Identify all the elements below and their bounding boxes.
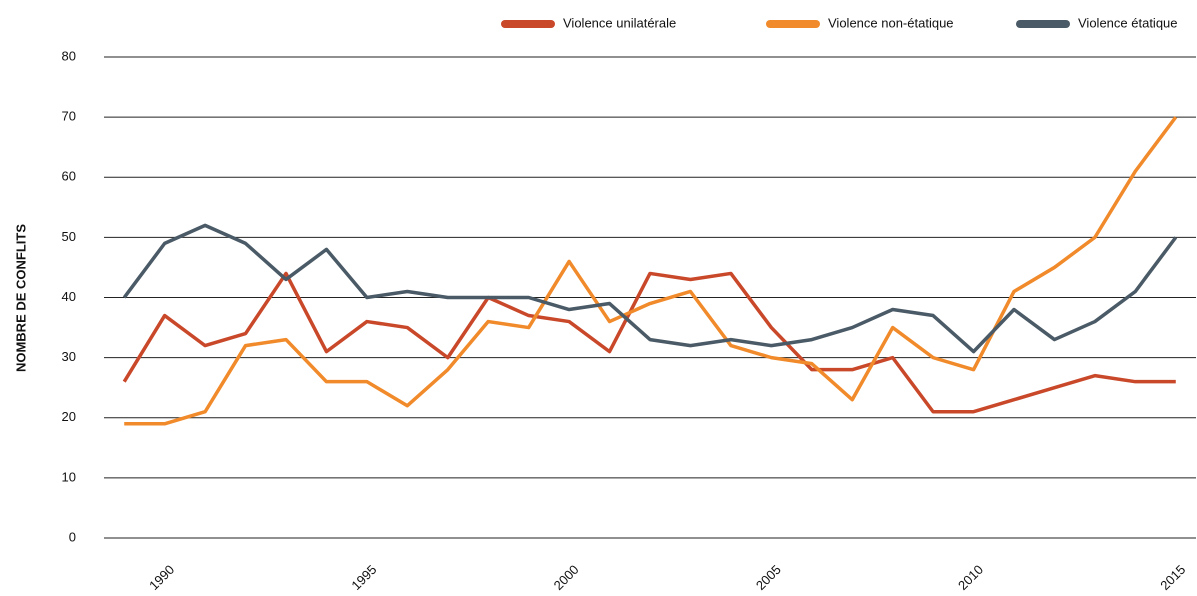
legend-label: Violence étatique [1078,15,1178,30]
x-tick-label: 2005 [753,562,784,593]
legend-label: Violence non-étatique [828,15,954,30]
x-tick-label: 2010 [955,562,986,593]
y-tick-label: 70 [62,109,76,124]
line [122,223,1178,354]
x-tick-label: 2015 [1157,562,1188,593]
y-tick-label: 10 [62,469,76,484]
y-tick-label: 0 [69,529,76,544]
y-tick-label: 30 [62,349,76,364]
y-tick-label: 80 [62,48,76,63]
x-tick-label: 2000 [551,562,582,593]
legend-label: Violence unilatérale [563,15,676,30]
y-tick-label: 50 [62,229,76,244]
x-tick-label: 1990 [146,562,177,593]
y-axis-label: NOMBRE DE CONFLITS [13,224,28,372]
line [124,116,1178,426]
y-tick-label: 60 [62,169,76,184]
x-tick-label: 1995 [348,562,379,593]
line [122,271,1176,414]
y-tick-label: 40 [62,289,76,304]
y-tick-label: 20 [62,409,76,424]
